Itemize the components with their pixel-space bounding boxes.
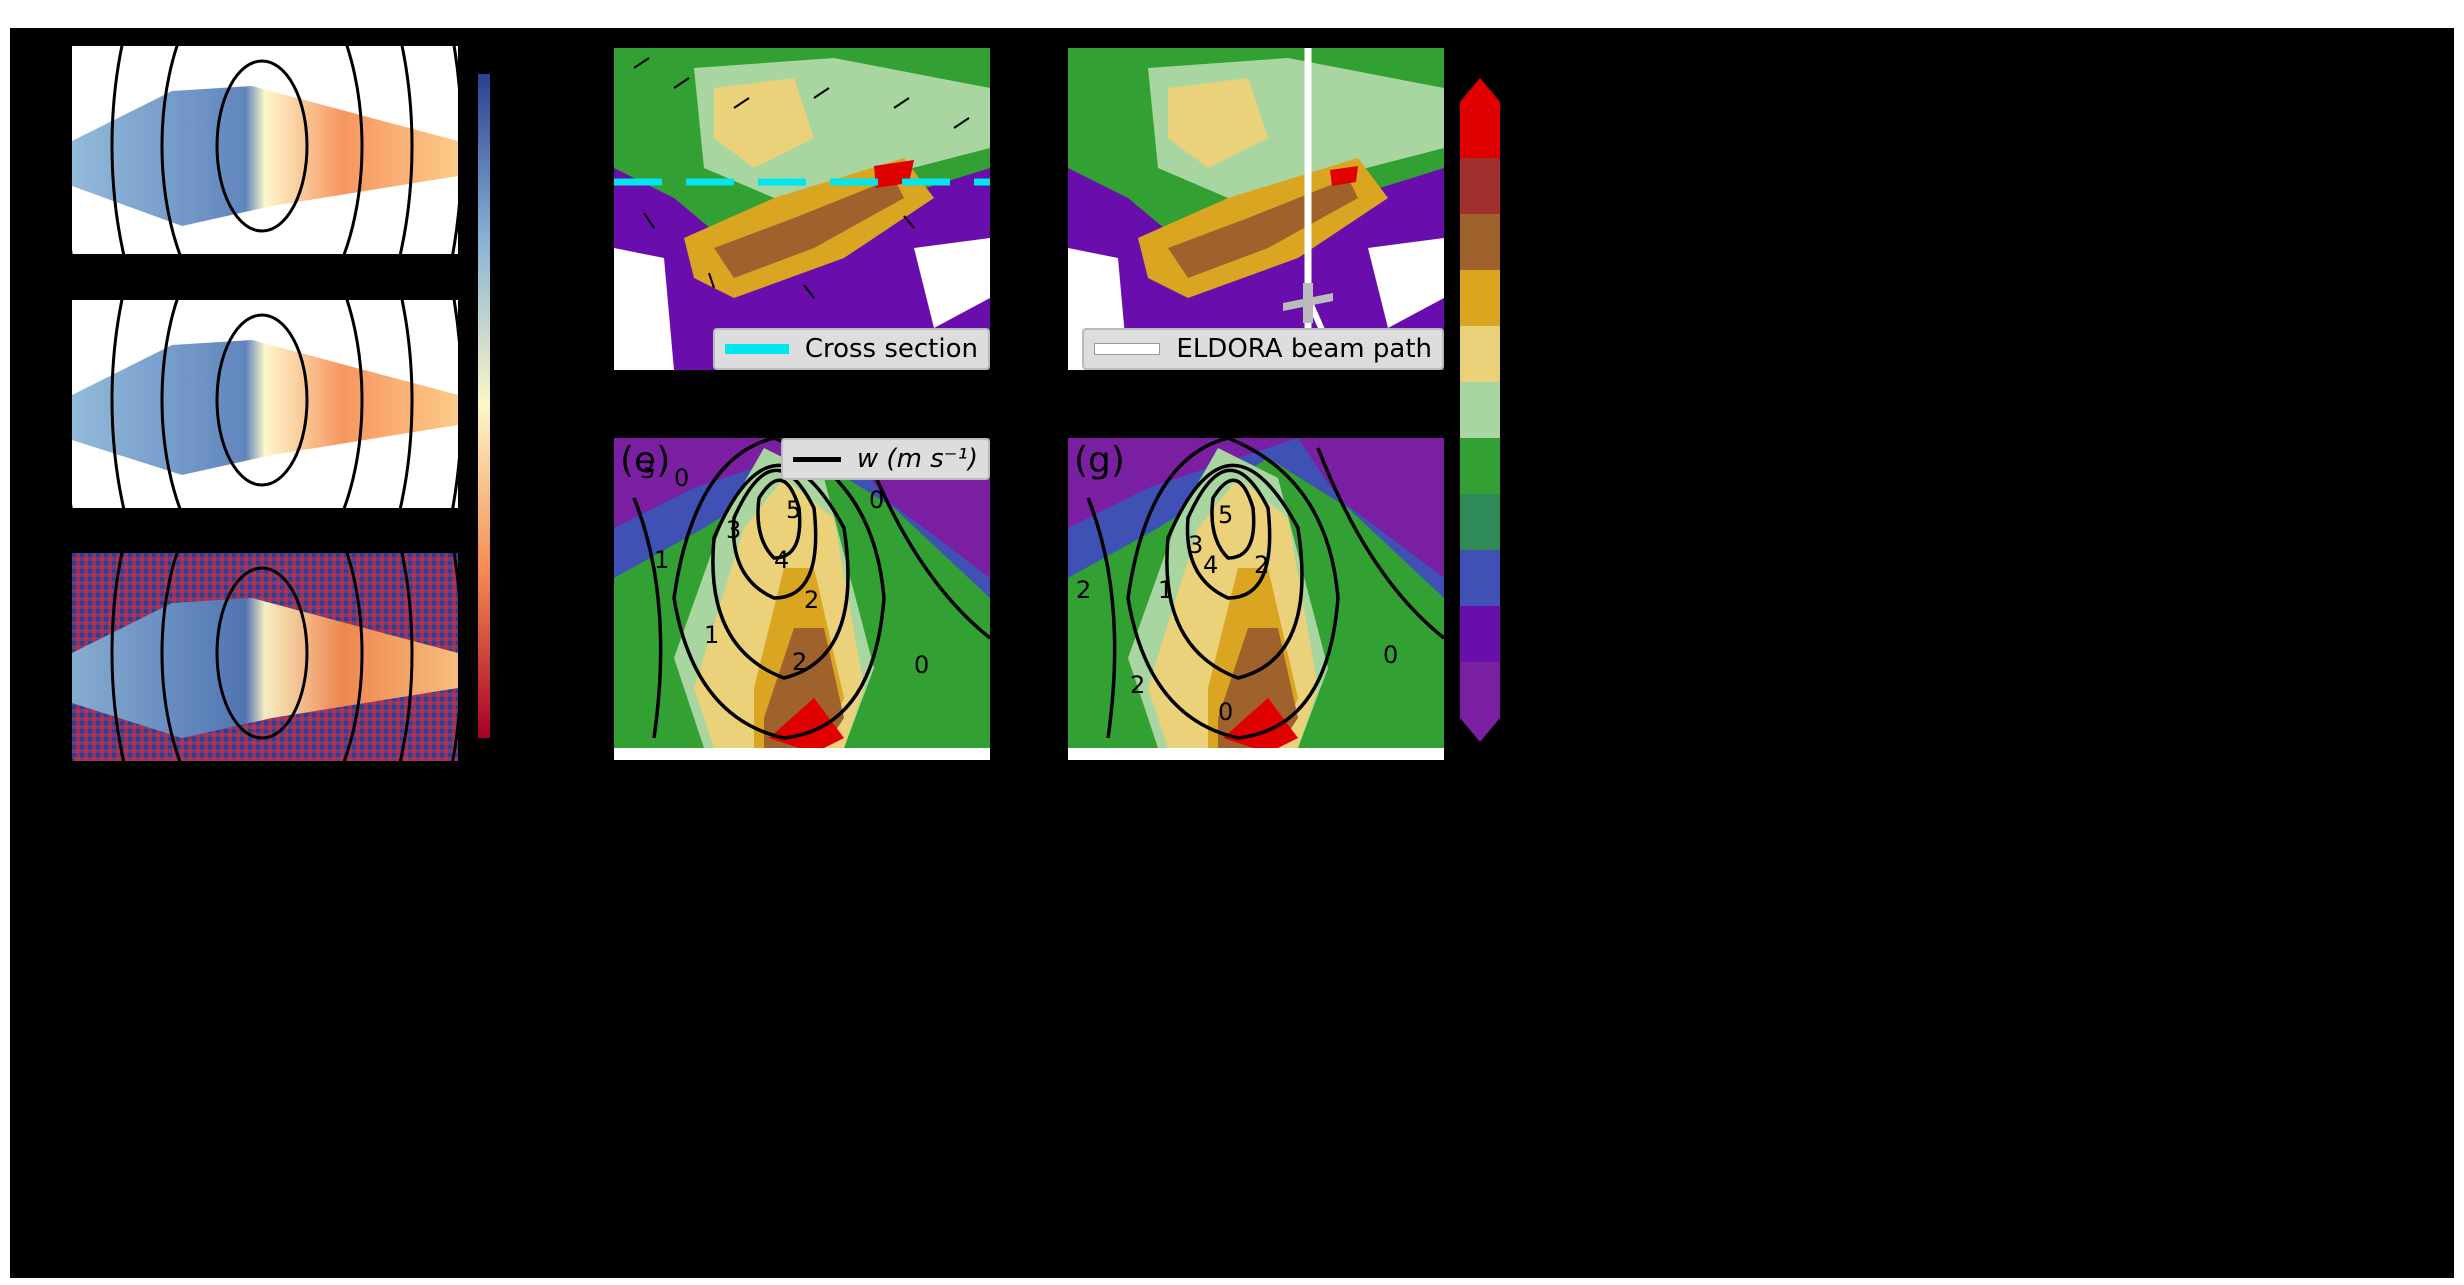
contour-label: 1 — [704, 621, 719, 649]
cross-section-plot-g: 2 1 3 4 5 2 2 0 0 — [1068, 438, 1444, 760]
radar-plot-1 — [72, 46, 458, 254]
figure-frame: Cross section ELDORA beam path — [10, 28, 2454, 1278]
contour-label: 1 — [654, 546, 669, 574]
contour-label: 1 — [1158, 576, 1173, 604]
colorbar-segment — [1460, 662, 1500, 719]
colorbar-segment — [1460, 214, 1500, 271]
beam-path-legend-label: ELDORA beam path — [1176, 334, 1432, 364]
cross-section-panel-e: 3 0 1 1 3 5 4 2 2 0 0 (e) w (m s⁻¹) — [614, 438, 990, 760]
cross-section-panel-g: 2 1 3 4 5 2 2 0 0 (g) — [1068, 438, 1444, 760]
colorbar-segment — [1460, 270, 1500, 327]
cross-section-legend-swatch — [724, 344, 789, 354]
contour-label: 3 — [726, 516, 741, 544]
contour-label: 2 — [1130, 671, 1145, 699]
contour-label: 0 — [1218, 698, 1233, 726]
colorbar-segment — [1460, 606, 1500, 663]
contour-label: 0 — [914, 651, 929, 679]
plan-view-panel-2: ELDORA beam path — [1068, 48, 1444, 370]
contour-label: 4 — [774, 546, 789, 574]
contour-label: 2 — [1076, 576, 1091, 604]
cross-section-legend-label: Cross section — [804, 334, 978, 364]
contour-label: 3 — [1188, 531, 1203, 559]
colorbar-extend-max-arrow — [1460, 78, 1500, 102]
aircraft-icon — [1283, 283, 1333, 323]
colorbar-segment — [1460, 382, 1500, 439]
colorbar-segment — [1460, 550, 1500, 607]
panel-label-g: (g) — [1074, 440, 1125, 481]
w-contour-legend-line — [792, 456, 841, 462]
contour-label: 5 — [1218, 501, 1233, 529]
colorbar-segment — [1460, 326, 1500, 383]
cross-section-legend: Cross section — [712, 328, 990, 370]
colorbar-segment — [1460, 158, 1500, 215]
plan-view-panel-1: Cross section — [614, 48, 990, 370]
velocity-colorbar — [478, 74, 490, 738]
contour-label: 0 — [674, 464, 689, 492]
radar-plot-3 — [72, 553, 458, 761]
w-contour-legend-label: w (m s⁻¹) — [856, 444, 978, 474]
beam-path-legend: ELDORA beam path — [1082, 328, 1444, 370]
contour-label: 5 — [786, 496, 801, 524]
colorbar-segment — [1460, 494, 1500, 551]
contour-label: 2 — [1254, 551, 1269, 579]
cross-section-plot-e: 3 0 1 1 3 5 4 2 2 0 0 — [614, 438, 990, 760]
plan-view-plot-1 — [614, 48, 990, 370]
contour-label: 2 — [804, 586, 819, 614]
contour-label: 0 — [869, 486, 884, 514]
colorbar-extend-min-arrow — [1460, 718, 1500, 742]
w-contour-legend: w (m s⁻¹) — [780, 438, 990, 480]
panel-label-e: (e) — [620, 440, 671, 481]
contour-label: 2 — [792, 648, 807, 676]
radar-panel-1 — [72, 46, 458, 254]
contour-label: 4 — [1203, 551, 1218, 579]
velocity-colorbar-gradient — [478, 74, 490, 738]
reflectivity-colorbar-segments — [1460, 78, 1500, 742]
contour-label: 3 — [640, 456, 655, 484]
radar-panel-2 — [72, 300, 458, 508]
contour-label: 0 — [1383, 641, 1398, 669]
colorbar-segment — [1460, 438, 1500, 495]
radar-plot-2 — [72, 300, 458, 508]
colorbar-segment — [1460, 102, 1500, 159]
reflectivity-colorbar — [1460, 78, 1500, 742]
radar-panel-3 — [72, 553, 458, 761]
beam-path-legend-swatch — [1094, 343, 1161, 355]
plan-view-plot-2 — [1068, 48, 1444, 370]
